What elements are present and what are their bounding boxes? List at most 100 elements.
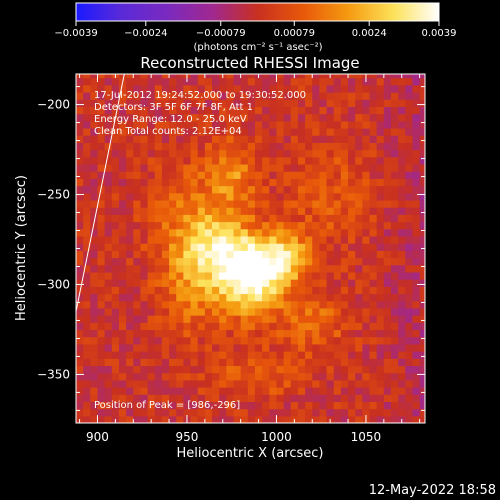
heatmap-cell (212, 99, 220, 107)
heatmap-cell (154, 358, 163, 367)
heatmap-cell (376, 271, 385, 280)
heatmap-cell (233, 343, 242, 352)
heatmap-cell (276, 77, 285, 86)
heatmap-cell (169, 343, 177, 352)
heatmap-cell (412, 293, 421, 302)
heatmap-cell (247, 84, 256, 93)
heatmap-cell (276, 207, 285, 215)
heatmap-cell (247, 235, 256, 244)
heatmap-cell (104, 250, 113, 259)
heatmap-cell (176, 343, 184, 352)
heatmap-cell (97, 127, 106, 136)
heatmap-cell (240, 142, 249, 151)
heatmap-cell (383, 415, 392, 423)
heatmap-cell (140, 135, 149, 143)
heatmap-cell (104, 106, 113, 115)
heatmap-cell (283, 279, 292, 287)
heatmap-cell (190, 120, 199, 129)
heatmap-cell (390, 106, 399, 115)
heatmap-cell (90, 307, 99, 316)
heatmap-cell (219, 156, 227, 165)
heatmap-cell (305, 322, 313, 331)
heatmap-cell (276, 84, 285, 93)
heatmap-cell (111, 358, 120, 367)
heatmap-cell (333, 379, 342, 388)
heatmap-cell (283, 192, 292, 201)
heatmap-cell (104, 286, 113, 295)
heatmap-cell (326, 336, 335, 345)
heatmap-cell (176, 329, 184, 338)
heatmap-cell (412, 300, 421, 309)
heatmap-cell (97, 228, 106, 237)
heatmap-cell (254, 142, 263, 151)
heatmap-cell (340, 235, 349, 244)
heatmap-cell (212, 329, 220, 338)
heatmap-cell (76, 120, 84, 129)
heatmap-cell (176, 149, 184, 158)
heatmap-cell (398, 387, 406, 395)
heatmap-cell (140, 387, 149, 395)
heatmap-cell (118, 264, 127, 273)
heatmap-cell (348, 343, 356, 352)
heatmap-cell (376, 113, 385, 122)
heatmap-cell (169, 358, 177, 367)
heatmap-cell (247, 257, 256, 266)
heatmap-cell (312, 351, 321, 359)
heatmap-cell (333, 228, 342, 237)
heatmap-cell (390, 293, 399, 302)
heatmap-cell (240, 271, 249, 280)
heatmap-cell (405, 250, 414, 259)
heatmap-cell (197, 329, 206, 338)
heatmap-cell (104, 207, 113, 215)
heatmap-cell (348, 264, 356, 273)
heatmap-cell (283, 214, 292, 223)
heatmap-cell (305, 171, 313, 179)
heatmap-cell (362, 250, 371, 259)
heatmap-cell (305, 235, 313, 244)
heatmap-cell (297, 185, 306, 194)
heatmap-cell (269, 401, 278, 410)
heatmap-cell (383, 279, 392, 287)
heatmap-cell (212, 315, 220, 323)
heatmap-cell (226, 163, 235, 172)
heatmap-cell (276, 343, 285, 352)
heatmap-cell (390, 358, 399, 367)
heatmap-cell (326, 149, 335, 158)
heatmap-cell (276, 372, 285, 381)
heatmap-cell (226, 415, 235, 423)
heatmap-cell (398, 401, 406, 410)
heatmap-cell (355, 387, 363, 395)
heatmap-cell (369, 163, 378, 172)
heatmap-cell (390, 329, 399, 338)
heatmap-cell (118, 365, 127, 374)
heatmap-cell (355, 394, 363, 403)
heatmap-cell (383, 214, 392, 223)
heatmap-cell (154, 329, 163, 338)
heatmap-cell (269, 99, 278, 107)
heatmap-cell (305, 91, 313, 100)
heatmap-cell (219, 127, 227, 136)
heatmap-cell (419, 171, 425, 179)
heatmap-cell (369, 394, 378, 403)
heatmap-cell (90, 322, 99, 331)
heatmap-cell (419, 286, 425, 295)
heatmap-cell (154, 264, 163, 273)
heatmap-cell (297, 279, 306, 287)
heatmap-cell (376, 408, 385, 417)
heatmap-cell (326, 207, 335, 215)
heatmap-cell (348, 214, 356, 223)
heatmap-cell (369, 387, 378, 395)
heatmap-cell (362, 358, 371, 367)
heatmap-cell (118, 127, 127, 136)
heatmap-cell (140, 415, 149, 423)
heatmap-cell (204, 74, 213, 79)
heatmap-cell (326, 343, 335, 352)
heatmap-cell (390, 286, 399, 295)
heatmap-cell (197, 113, 206, 122)
heatmap-cell (212, 358, 220, 367)
heatmap-cell (76, 163, 84, 172)
heatmap-cell (383, 77, 392, 86)
heatmap-cell (369, 279, 378, 287)
heatmap-cell (254, 264, 263, 273)
heatmap-cell (333, 192, 342, 201)
